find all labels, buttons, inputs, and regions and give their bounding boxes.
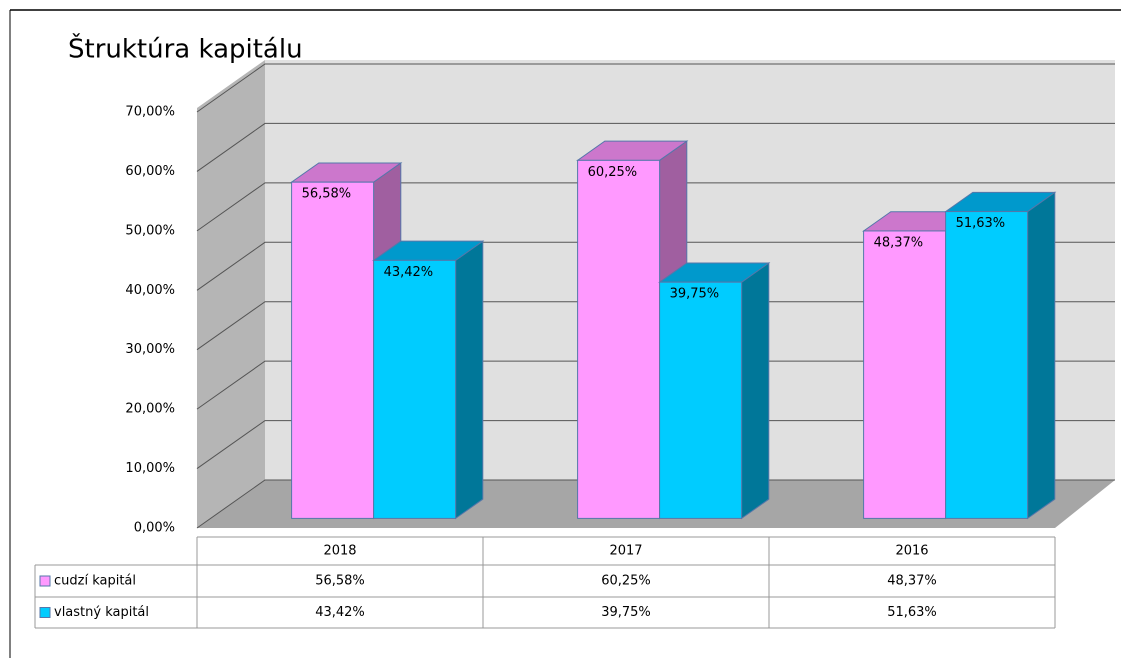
grid-line bbox=[196, 479, 1115, 529]
y-tick-label: 0,00% bbox=[134, 521, 175, 536]
table-cell: 51,63% bbox=[887, 605, 937, 620]
x-tick-label: 2018 bbox=[323, 544, 356, 559]
bars: 56,58% 43,42% 60,25% 39,75% 48,37% 51,63% bbox=[290, 140, 1057, 520]
table-cell: 48,37% bbox=[887, 574, 937, 589]
data-label: 60,25% bbox=[588, 165, 638, 180]
data-label: 51,63% bbox=[956, 216, 1006, 231]
legend-label: vlastný kapitál bbox=[54, 605, 149, 620]
bar-side bbox=[1027, 191, 1056, 520]
y-tick-label: 70,00% bbox=[125, 105, 175, 120]
grid-line bbox=[196, 182, 1115, 232]
bar-side bbox=[455, 240, 484, 520]
grid-line bbox=[196, 360, 1115, 410]
y-tick-label: 40,00% bbox=[125, 283, 175, 298]
grid-line bbox=[196, 420, 1115, 469]
grid: 0,00% 10,00% 20,00% 30,00% 40,00% 50,00% 60,00… bbox=[125, 63, 1115, 536]
bar bbox=[945, 211, 1029, 519]
side-wall bbox=[197, 60, 265, 528]
table-cell: 39,75% bbox=[601, 605, 651, 620]
y-tick-label: 50,00% bbox=[125, 223, 175, 238]
data-table: 2018 56,58% 43,42% 2017 60,25% 39,75% 2016 48,3… bbox=[34, 536, 1056, 629]
legend-swatch bbox=[39, 607, 51, 618]
data-label: 56,58% bbox=[302, 187, 352, 202]
bar bbox=[373, 259, 457, 519]
grid-line bbox=[196, 241, 1115, 291]
grid-line bbox=[196, 122, 1115, 172]
table-cell: 43,42% bbox=[315, 605, 365, 620]
data-label: 43,42% bbox=[384, 265, 434, 280]
grid-line bbox=[196, 63, 1115, 113]
y-tick-label: 20,00% bbox=[125, 402, 175, 417]
y-tick-label: 60,00% bbox=[125, 164, 175, 179]
bar bbox=[577, 159, 661, 519]
bar bbox=[863, 230, 947, 519]
bar bbox=[659, 281, 743, 519]
y-tick-label: 30,00% bbox=[125, 342, 175, 357]
chart-title: Štruktúra kapitálu bbox=[68, 33, 303, 65]
x-tick-label: 2017 bbox=[609, 544, 642, 559]
data-label: 48,37% bbox=[874, 235, 924, 250]
data-label: 39,75% bbox=[670, 287, 720, 302]
grid-line bbox=[196, 301, 1115, 351]
legend-swatch bbox=[39, 575, 51, 587]
table-cell: 60,25% bbox=[601, 574, 651, 589]
table-cell: 56,58% bbox=[315, 574, 365, 589]
x-tick-label: 2016 bbox=[895, 544, 928, 559]
bar-side bbox=[741, 262, 770, 520]
y-tick-label: 10,00% bbox=[125, 461, 175, 476]
legend-label: cudzí kapitál bbox=[54, 574, 136, 589]
bar bbox=[291, 181, 375, 519]
